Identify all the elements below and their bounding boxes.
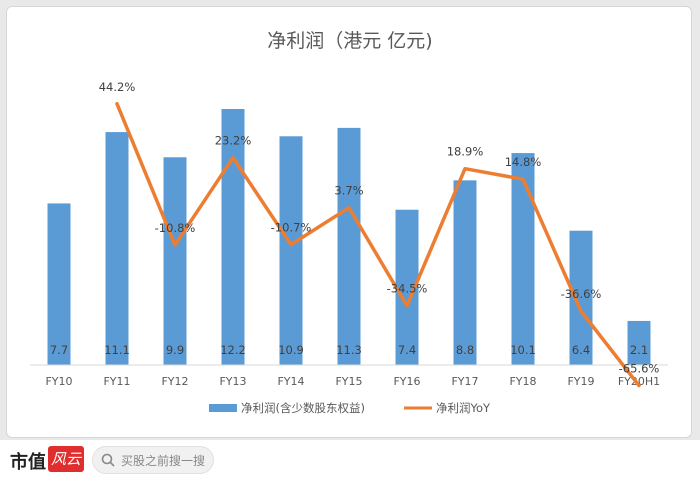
bar [279,136,303,365]
legend-label-bar: 净利润(含少数股东权益) [241,401,365,415]
x-tick-label: FY15 [335,375,362,388]
x-tick-label: FY10 [45,375,72,388]
bar [47,203,71,365]
search-placeholder: 买股之前搜一搜 [121,454,206,468]
yoy-data-label: -65.6% [619,362,660,376]
search-icon [101,453,115,467]
x-tick-label: FY12 [161,375,188,388]
yoy-data-label: -36.6% [561,287,602,301]
bar [105,132,129,365]
bar-data-label: 11.3 [336,343,362,357]
x-tick-label: FY19 [567,375,594,388]
x-tick-label: FY18 [509,375,536,388]
yoy-point [405,304,409,308]
bar [569,230,593,365]
bar-data-label: 12.2 [220,343,246,357]
bar-data-label: 9.9 [166,343,184,357]
yoy-data-label: -10.7% [271,221,312,235]
yoy-line [115,102,641,388]
x-tick-label: FY20H1 [618,375,660,388]
yoy-data-label: 18.9% [447,145,484,159]
chart-title: 净利润（港元 亿元) [267,30,432,52]
bar-data-label: 2.1 [630,343,648,357]
bar-data-label: 10.1 [510,343,536,357]
yoy-point [579,309,583,313]
chart: 净利润（港元 亿元) 7.7 11.1 9.9 12.2 10.9 11.3 7.4 8.8 1… [30,30,668,415]
bar-data-label: 7.7 [50,343,68,357]
x-tick-label: FY16 [393,375,420,388]
yoy-data-label: 44.2% [99,80,136,94]
yoy-point [231,156,235,160]
yoy-point [115,102,119,106]
bar-data-label: 8.8 [456,343,474,357]
x-tick-label: FY17 [451,375,478,388]
bar [163,157,187,365]
yoy-data-label: -34.5% [387,282,428,296]
legend-label-line: 净利润YoY [436,401,491,415]
yoy-data-label: 14.8% [505,155,542,169]
bar-data-label: 7.4 [398,343,416,357]
bar-data-label: 10.9 [278,343,304,357]
bar [395,209,419,365]
footer-bar: 市值 风云 买股之前搜一搜 [0,440,700,481]
bar [627,320,651,365]
x-tick-label: FY14 [277,375,304,388]
bar [511,153,535,365]
yoy-point [173,243,177,247]
yoy-point [463,167,467,171]
bar [337,127,361,365]
bar-data-label: 11.1 [104,343,130,357]
yoy-data-label: -10.8% [155,221,196,235]
x-tick-label: FY11 [103,375,130,388]
yoy-data-label: 23.2% [215,134,252,148]
bar [453,180,477,365]
yoy-data-label: 3.7% [334,184,363,198]
x-tick-label: FY13 [219,375,246,388]
bar-data-label: 6.4 [572,343,590,357]
brand-logo-text: 市值 [10,452,46,473]
yoy-point [289,243,293,247]
bar [221,109,245,365]
yoy-point [521,177,525,181]
yoy-point [637,384,641,388]
yoy-point [347,206,351,210]
legend-swatch-bar [209,404,237,412]
search-input[interactable]: 买股之前搜一搜 [92,446,214,474]
legend: 净利润(含少数股东权益) 净利润YoY [209,401,491,415]
brand-logo-badge: 风云 [48,446,84,472]
